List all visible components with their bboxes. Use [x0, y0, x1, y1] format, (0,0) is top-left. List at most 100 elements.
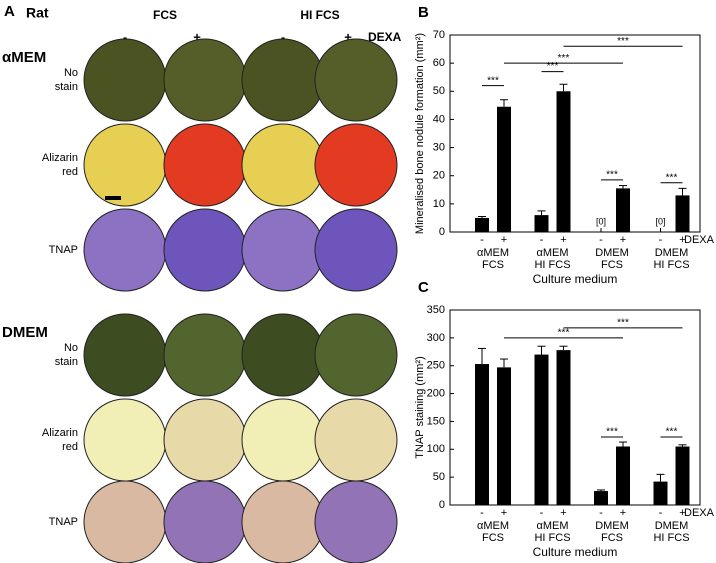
- culture-well: [83, 38, 167, 122]
- y-tick-label: 0: [439, 499, 445, 511]
- y-tick-label: 40: [433, 113, 445, 125]
- culture-well: [83, 313, 167, 397]
- bar: [475, 217, 489, 232]
- y-tick-label: 0: [439, 226, 445, 238]
- bar: [534, 354, 549, 505]
- y-tick-label: 250: [427, 360, 445, 372]
- culture-well: [83, 398, 167, 482]
- bar: [616, 446, 630, 505]
- y-tick-label: 30: [433, 141, 445, 153]
- culture-well: [241, 398, 325, 482]
- species: Rat: [26, 5, 49, 21]
- culture-well: [241, 123, 325, 207]
- y-tick-label: 50: [433, 85, 445, 97]
- group-label: HI FCS: [653, 532, 689, 544]
- culture-well: [241, 38, 325, 122]
- row-label: Alizarin: [42, 427, 78, 439]
- group-label: FCS: [601, 532, 623, 544]
- significance-label: ***: [606, 427, 618, 438]
- culture-well: [241, 480, 325, 563]
- culture-well: [314, 480, 398, 563]
- x-tick-label: -: [540, 507, 544, 519]
- y-tick-label: 150: [427, 415, 445, 427]
- group-label: HI FCS: [534, 532, 570, 544]
- bar: [675, 195, 690, 232]
- culture-well: [163, 208, 247, 292]
- culture-well: [163, 38, 247, 122]
- bar: [616, 188, 630, 232]
- x-tick-label: +: [620, 234, 626, 246]
- group-label: DMEM: [655, 520, 689, 532]
- x-tick-label: -: [540, 234, 544, 246]
- panel-label: C: [418, 279, 429, 296]
- y-tick-label: 20: [433, 170, 445, 182]
- group-label: αMEM: [477, 247, 509, 259]
- serum-label: FCS: [153, 8, 177, 22]
- bar: [675, 446, 690, 505]
- x-axis-label: Culture medium: [533, 272, 618, 286]
- y-tick-label: 100: [427, 443, 445, 455]
- bar: [594, 491, 608, 505]
- bar: [497, 367, 511, 505]
- y-tick-label: 60: [433, 57, 445, 69]
- culture-well: [314, 38, 398, 122]
- significance-label: ***: [617, 36, 629, 47]
- x-axis-label: Culture medium: [533, 545, 618, 559]
- y-tick-label: 70: [433, 29, 445, 41]
- dexa-sign: +: [344, 29, 352, 44]
- significance-label: ***: [666, 427, 678, 438]
- x-tick-label: -: [599, 234, 603, 246]
- culture-well: [163, 313, 247, 397]
- y-axis-label: TNAP staining (mm²): [414, 356, 426, 458]
- significance-label: ***: [617, 317, 629, 328]
- culture-well: [241, 313, 325, 397]
- row-label: red: [62, 166, 78, 178]
- x-tick-label: +: [620, 507, 626, 519]
- panel-label: A: [4, 3, 15, 20]
- group-label: FCS: [482, 532, 504, 544]
- bar: [534, 215, 549, 232]
- x-tick-label: -: [480, 234, 484, 246]
- group-label: αMEM: [477, 520, 509, 532]
- panel-label: B: [418, 4, 429, 21]
- x-tick-label: -: [659, 234, 663, 246]
- serum-label: HI FCS: [300, 8, 339, 22]
- row-label: TNAP: [49, 244, 78, 256]
- culture-well: [163, 123, 247, 207]
- group-label: αMEM: [536, 247, 568, 259]
- x-tick-label: +: [679, 507, 685, 519]
- bar: [497, 106, 511, 232]
- y-axis-label: Mineralised bone nodule formation (mm²): [414, 33, 426, 234]
- x-tick-label: +: [560, 507, 566, 519]
- significance-label: ***: [558, 327, 570, 338]
- group-label: DMEM: [595, 247, 629, 259]
- culture-well: [163, 480, 247, 563]
- row-label: No: [64, 342, 78, 354]
- row-label: No: [64, 67, 78, 79]
- culture-well: [83, 123, 167, 207]
- culture-well: [83, 208, 167, 292]
- x-tick-label: -: [480, 507, 484, 519]
- bar: [556, 350, 571, 505]
- dexa-sign: +: [193, 29, 201, 44]
- group-label: DMEM: [595, 520, 629, 532]
- culture-well: [241, 208, 325, 292]
- x-tick-label: -: [599, 507, 603, 519]
- significance-label: ***: [558, 53, 570, 64]
- row-label: stain: [55, 81, 78, 93]
- culture-well: [314, 313, 398, 397]
- y-tick-label: 200: [427, 387, 445, 399]
- significance-label: ***: [666, 172, 678, 183]
- medium-label: αMEM: [2, 49, 46, 66]
- culture-well: [163, 398, 247, 482]
- bar: [556, 91, 571, 233]
- y-tick-label: 10: [433, 198, 445, 210]
- axes: [449, 309, 701, 506]
- x-tick-label: +: [501, 507, 507, 519]
- y-tick-label: 300: [427, 332, 445, 344]
- dexa-label: DEXA: [368, 30, 402, 44]
- culture-well: [314, 398, 398, 482]
- dexa-label: DEXA: [684, 234, 715, 246]
- x-tick-label: +: [501, 234, 507, 246]
- x-tick-label: +: [560, 234, 566, 246]
